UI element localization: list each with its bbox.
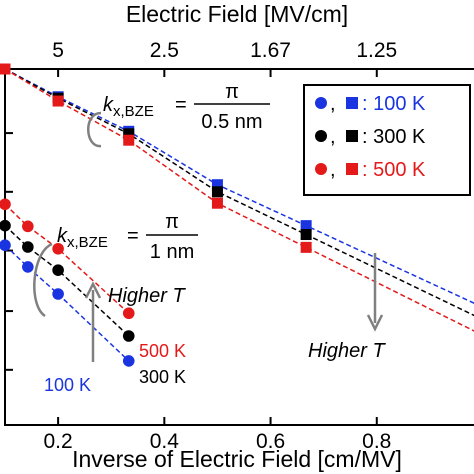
series-line-squares-300k bbox=[4, 68, 474, 317]
point-circles-500k-3 bbox=[122, 307, 135, 320]
point-squares-500k-1 bbox=[52, 95, 64, 107]
point-circles-100k-3 bbox=[122, 355, 135, 367]
k-top-eq: = bbox=[175, 94, 187, 116]
point-squares-500k-3 bbox=[211, 197, 223, 209]
point-circles-300k-0 bbox=[0, 219, 11, 232]
legend-square-0 bbox=[346, 97, 358, 109]
legend-label-2: : 500 K bbox=[362, 159, 426, 181]
point-squares-100k-3 bbox=[211, 179, 223, 191]
legend-square-1 bbox=[346, 130, 358, 142]
x2-tick-label-1: 2.5 bbox=[150, 39, 179, 62]
point-squares-300k-3 bbox=[211, 186, 223, 198]
k-top-lhs-main: k bbox=[103, 94, 114, 116]
k-bottom-denominator: 1 nm bbox=[150, 241, 194, 263]
series-line-circles-500k bbox=[4, 203, 130, 314]
legend-circle-1 bbox=[315, 130, 327, 142]
point-squares-500k-2 bbox=[123, 134, 135, 146]
x-axis-title: Inverse of Electric Field [cm/MV] bbox=[72, 446, 402, 472]
x2-tick-label-2: 1.67 bbox=[250, 39, 291, 62]
higher-t-arrow-up bbox=[84, 281, 102, 362]
k-bottom-lhs-sub: x,BZE bbox=[67, 234, 108, 251]
x2-tick-label-0: 5 bbox=[52, 39, 64, 62]
k-top-denominator: 0.5 nm bbox=[201, 111, 262, 133]
k-top-lhs-sub: x,BZE bbox=[113, 103, 154, 120]
legend-comma-0: , bbox=[330, 93, 336, 115]
point-circles-100k-1 bbox=[22, 261, 34, 273]
k-annotation-top: kx,BZE = π 0.5 nm bbox=[103, 81, 270, 133]
x2-tick-label-3: 1.25 bbox=[356, 39, 397, 62]
point-circles-500k-1 bbox=[22, 220, 34, 233]
legend: , : 100 K, : 300 K, : 500 K bbox=[303, 84, 471, 196]
point-squares-500k-4 bbox=[300, 241, 312, 253]
point-squares-300k-2 bbox=[123, 128, 135, 140]
x2-axis-title: Electric Field [MV/cm] bbox=[126, 1, 348, 27]
x-tick-label-0: 0.2 bbox=[44, 430, 73, 453]
series-line-squares-100k bbox=[4, 68, 474, 304]
svg-text:kx,BZE: kx,BZE bbox=[57, 225, 108, 251]
legend-circle-2 bbox=[315, 163, 327, 175]
label-100k: 100 K bbox=[44, 375, 91, 395]
point-circles-100k-0 bbox=[0, 239, 11, 252]
label-300k: 300 K bbox=[139, 367, 186, 387]
k-top-numerator: π bbox=[225, 81, 239, 103]
k-bottom-lhs-main: k bbox=[57, 225, 68, 247]
x-tick-label-1: 0.4 bbox=[150, 430, 180, 453]
series-layer bbox=[0, 63, 474, 367]
point-circles-100k-2 bbox=[52, 288, 64, 300]
higher-t-down-label: Higher T bbox=[308, 340, 386, 362]
higher-t-up-label: Higher T bbox=[108, 285, 186, 307]
point-circles-300k-3 bbox=[122, 330, 135, 342]
point-circles-500k-2 bbox=[52, 242, 64, 255]
point-circles-500k-0 bbox=[0, 198, 11, 211]
legend-circle-0 bbox=[315, 97, 327, 109]
k-annotation-bottom: kx,BZE = π 1 nm bbox=[57, 211, 198, 263]
legend-comma-1: , bbox=[330, 126, 336, 148]
x-tick-label-3: 0.8 bbox=[362, 430, 391, 453]
point-circles-300k-2 bbox=[52, 264, 64, 276]
k-bottom-eq: = bbox=[127, 225, 139, 247]
x-tick-label-2: 0.6 bbox=[256, 430, 285, 453]
legend-comma-2: , bbox=[330, 159, 336, 181]
axis-ticks: 0.2 0.4 0.6 0.8 5 2.5 1.67 1.25 bbox=[5, 39, 397, 453]
legend-box bbox=[303, 84, 471, 196]
series-line-squares-500k bbox=[4, 68, 474, 332]
point-squares-300k-4 bbox=[300, 229, 312, 241]
point-squares-100k-4 bbox=[300, 220, 312, 232]
higher-t-arrow-down bbox=[366, 253, 384, 332]
k-bottom-numerator: π bbox=[165, 211, 179, 233]
svg-text:kx,BZE: kx,BZE bbox=[103, 94, 154, 120]
point-squares-500k-0 bbox=[0, 63, 11, 75]
loop-arrow-bottom bbox=[33, 242, 53, 318]
legend-label-0: : 100 K bbox=[362, 93, 426, 115]
label-500k: 500 K bbox=[139, 341, 186, 361]
point-circles-300k-1 bbox=[22, 241, 34, 253]
legend-label-1: : 300 K bbox=[362, 126, 426, 148]
loop-arrow-top bbox=[87, 111, 102, 148]
series-line-circles-300k bbox=[4, 225, 130, 337]
legend-square-2 bbox=[346, 163, 358, 175]
